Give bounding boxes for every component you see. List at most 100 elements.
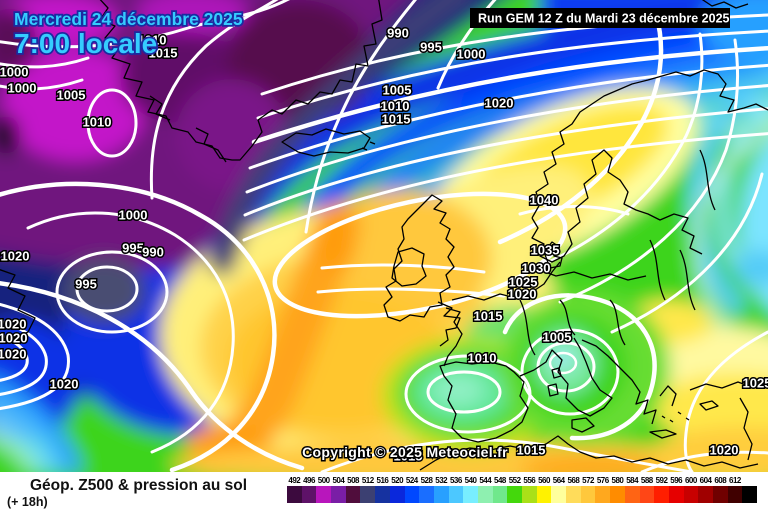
scale-cell: 584 bbox=[624, 475, 640, 503]
scale-cell: 588 bbox=[639, 475, 655, 503]
pressure-label: 1020 bbox=[0, 347, 26, 362]
scale-swatch bbox=[507, 486, 522, 503]
pressure-label: 1010 bbox=[468, 351, 497, 366]
pressure-label: 1020 bbox=[1, 249, 30, 264]
scale-cell: 592 bbox=[654, 475, 669, 503]
pressure-label: 1010 bbox=[138, 33, 167, 48]
pressure-label: 1015 bbox=[474, 309, 503, 324]
scale-swatch bbox=[639, 486, 655, 503]
legend-forecast-hour: (+ 18h) bbox=[7, 495, 48, 509]
scale-cell: 600 bbox=[683, 475, 699, 503]
pressure-label: 995 bbox=[122, 241, 144, 256]
run-info-background bbox=[470, 8, 730, 28]
scale-value: 556 bbox=[523, 476, 536, 485]
pressure-label: 1000 bbox=[8, 81, 37, 96]
scale-swatch bbox=[345, 486, 361, 503]
scale-value: 508 bbox=[347, 476, 360, 485]
scale-cell: 548 bbox=[492, 475, 508, 503]
scale-cell: 564 bbox=[551, 475, 567, 503]
scale-swatch bbox=[668, 486, 684, 503]
legend-title: Géop. Z500 & pression au sol bbox=[30, 477, 248, 494]
scale-cell: 572 bbox=[580, 475, 596, 503]
scale-cell: 532 bbox=[433, 475, 449, 503]
run-info-box: Run GEM 12 Z du Mardi 23 décembre 2025 bbox=[470, 8, 730, 28]
pressure-label: 995 bbox=[420, 40, 442, 55]
scale-cell: 544 bbox=[477, 475, 493, 503]
scale-end-cap bbox=[742, 475, 757, 503]
scale-cell: 560 bbox=[536, 475, 552, 503]
scale-swatch bbox=[566, 486, 581, 503]
scale-swatch bbox=[624, 486, 640, 503]
scale-swatch bbox=[331, 486, 346, 503]
scale-swatch bbox=[448, 486, 464, 503]
scale-swatch bbox=[610, 486, 625, 503]
scale-value: 592 bbox=[655, 476, 668, 485]
legend-bar: Géop. Z500 & pression au sol (+ 18h) 492… bbox=[0, 472, 768, 512]
pressure-label: 1010 bbox=[83, 115, 112, 130]
coastlines bbox=[0, 0, 768, 471]
scale-value: 548 bbox=[494, 476, 506, 485]
pressure-label: 1005 bbox=[383, 83, 412, 98]
isobar-contours bbox=[0, 0, 768, 472]
scale-cell: 596 bbox=[668, 475, 684, 503]
scale-value: 600 bbox=[684, 476, 697, 485]
run-info-text: Run GEM 12 Z du Mardi 23 décembre 2025 bbox=[478, 12, 730, 26]
scale-value: 500 bbox=[317, 476, 330, 485]
scale-swatch bbox=[477, 486, 493, 503]
scale-value: 612 bbox=[729, 476, 741, 485]
scale-swatch bbox=[375, 486, 390, 503]
scale-cell: 528 bbox=[419, 475, 434, 503]
scale-cell: 520 bbox=[389, 475, 405, 503]
scale-value: 492 bbox=[288, 476, 301, 485]
scale-value: 552 bbox=[508, 476, 521, 485]
pressure-label: 1010 bbox=[381, 99, 410, 114]
scale-value: 584 bbox=[626, 476, 639, 485]
scale-value: 532 bbox=[435, 476, 448, 485]
scale-value: 596 bbox=[670, 476, 683, 485]
scale-cell: 576 bbox=[595, 475, 611, 503]
pressure-label: 1015 bbox=[382, 112, 411, 127]
scale-swatch bbox=[522, 486, 537, 503]
scale-end-cap-label bbox=[742, 475, 757, 486]
pressure-label: 1015 bbox=[149, 46, 178, 61]
scale-value: 580 bbox=[611, 476, 624, 485]
pressure-label: 1025 bbox=[743, 376, 768, 391]
scale-cell: 540 bbox=[463, 475, 478, 503]
pressure-label: 1020 bbox=[0, 331, 27, 346]
scale-value: 604 bbox=[699, 476, 712, 485]
scale-swatch bbox=[712, 486, 728, 503]
pressure-label: 990 bbox=[387, 26, 409, 41]
scale-cell: 492 bbox=[287, 475, 302, 503]
scale-value: 524 bbox=[405, 476, 418, 485]
pressure-label: 1035 bbox=[531, 243, 560, 258]
pressure-label: 1015 bbox=[517, 443, 546, 458]
scale-cell: 508 bbox=[345, 475, 361, 503]
pressure-label: 1020 bbox=[50, 377, 79, 392]
geopotential-color-scale: 492 496 500 504 508 512 516 520 524 528 532 536 540 5… bbox=[287, 475, 757, 503]
pressure-label: 1025 bbox=[509, 275, 538, 290]
pressure-label: 1030 bbox=[522, 261, 551, 276]
scale-value: 540 bbox=[464, 476, 477, 485]
pressure-label: 1020 bbox=[710, 443, 739, 458]
scale-value: 564 bbox=[552, 476, 565, 485]
scale-value: 528 bbox=[420, 476, 433, 485]
scale-value: 496 bbox=[303, 476, 315, 485]
scale-cell: 504 bbox=[331, 475, 346, 503]
scale-swatch bbox=[727, 486, 743, 503]
scale-swatch bbox=[551, 486, 567, 503]
scale-value: 520 bbox=[391, 476, 404, 485]
forecast-local-time: 7:00 locale bbox=[14, 28, 157, 59]
scale-cell: 500 bbox=[316, 475, 332, 503]
scale-swatch bbox=[654, 486, 669, 503]
scale-cell: 568 bbox=[566, 475, 581, 503]
scale-value: 572 bbox=[582, 476, 595, 485]
pressure-label: 1015 bbox=[394, 449, 423, 464]
scale-value: 560 bbox=[538, 476, 550, 485]
scale-value: 576 bbox=[596, 476, 609, 485]
scale-value: 504 bbox=[332, 476, 345, 485]
scale-cell: 496 bbox=[301, 475, 317, 503]
scale-cell: 556 bbox=[522, 475, 537, 503]
